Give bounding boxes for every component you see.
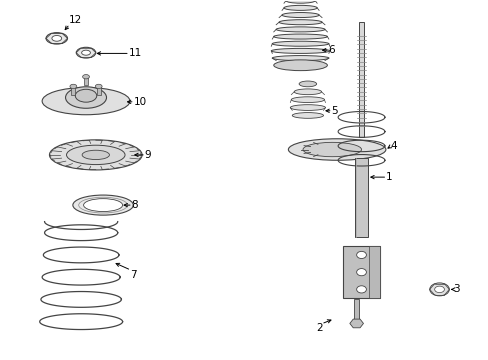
Ellipse shape: [83, 199, 122, 212]
Ellipse shape: [429, 283, 448, 296]
Ellipse shape: [294, 89, 321, 95]
Ellipse shape: [288, 139, 385, 160]
Ellipse shape: [82, 75, 89, 79]
Text: 5: 5: [330, 106, 337, 116]
Text: 9: 9: [144, 150, 151, 160]
Text: 6: 6: [328, 45, 334, 55]
Ellipse shape: [70, 84, 77, 89]
Ellipse shape: [284, 5, 317, 10]
Text: 11: 11: [128, 48, 142, 58]
Bar: [84, 77, 88, 85]
Ellipse shape: [356, 269, 366, 276]
Ellipse shape: [75, 89, 97, 102]
Bar: [71, 86, 75, 95]
Ellipse shape: [356, 286, 366, 293]
Text: 12: 12: [69, 15, 82, 25]
Ellipse shape: [276, 27, 325, 32]
Text: 1: 1: [385, 172, 392, 182]
Ellipse shape: [303, 142, 361, 157]
Ellipse shape: [356, 251, 366, 258]
Ellipse shape: [273, 34, 327, 39]
Ellipse shape: [46, 33, 67, 44]
Ellipse shape: [434, 286, 444, 293]
Ellipse shape: [290, 105, 325, 111]
Text: 7: 7: [130, 270, 136, 280]
Ellipse shape: [66, 145, 125, 165]
Text: 10: 10: [133, 97, 146, 107]
Ellipse shape: [273, 60, 327, 71]
Ellipse shape: [272, 41, 328, 46]
Ellipse shape: [291, 97, 324, 103]
Ellipse shape: [76, 47, 96, 58]
Text: 4: 4: [390, 141, 397, 151]
Bar: [342, 246, 379, 298]
Ellipse shape: [276, 63, 325, 68]
Bar: [358, 22, 364, 137]
Text: 3: 3: [452, 284, 459, 294]
Ellipse shape: [279, 20, 322, 25]
Ellipse shape: [65, 87, 106, 108]
Ellipse shape: [282, 13, 319, 18]
Text: 8: 8: [131, 200, 138, 210]
Ellipse shape: [73, 195, 133, 215]
Bar: [353, 299, 358, 322]
Ellipse shape: [95, 84, 102, 89]
Ellipse shape: [82, 150, 109, 159]
Ellipse shape: [299, 81, 316, 87]
Bar: [354, 158, 367, 237]
Ellipse shape: [49, 140, 142, 170]
Ellipse shape: [42, 87, 130, 115]
Ellipse shape: [81, 50, 90, 55]
Ellipse shape: [271, 48, 329, 53]
Bar: [368, 246, 379, 298]
Ellipse shape: [292, 113, 323, 118]
Bar: [97, 86, 101, 95]
Ellipse shape: [52, 36, 61, 41]
Ellipse shape: [272, 55, 328, 60]
Text: 2: 2: [315, 323, 322, 333]
Ellipse shape: [285, 0, 315, 3]
